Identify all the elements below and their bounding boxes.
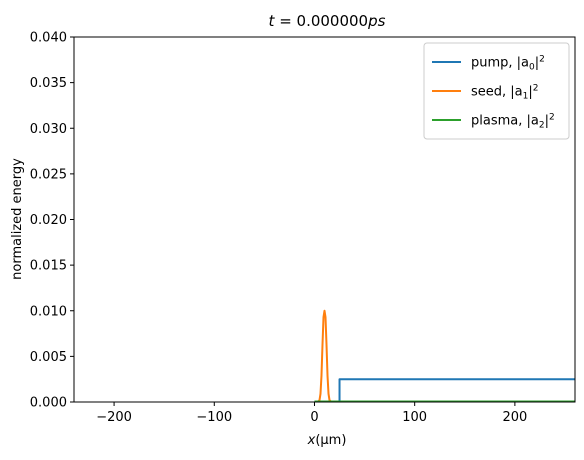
legend-entry-2: plasma, |a2|2 — [471, 113, 555, 131]
y-tick-label: 0.000 — [30, 396, 67, 411]
y-tick-label: 0.030 — [30, 122, 67, 137]
y-axis-label: normalized energy — [10, 158, 25, 280]
y-tick-label: 0.015 — [30, 259, 67, 274]
x-tick-label: 200 — [502, 410, 527, 425]
series-line-1 — [316, 309, 333, 402]
y-tick-label: 0.010 — [30, 304, 67, 319]
legend-box — [423, 42, 570, 140]
y-tick-label: 0.040 — [30, 31, 67, 46]
x-axis-label: x(μm) — [307, 433, 347, 448]
y-tick-label: 0.035 — [30, 76, 67, 91]
x-tick-label: −200 — [96, 410, 132, 425]
legend-entry-0: pump, |a0|2 — [471, 55, 545, 73]
y-tick-label: 0.025 — [30, 167, 67, 182]
axes-layer: −200 −100 0 100 200 0.000 0.005 0.010 0.015 0.020… — [30, 31, 576, 425]
series-line-0 — [314, 378, 575, 402]
legend: pump, |a0|2 seed, |a1|2 plasma, |a2|2 — [423, 42, 570, 140]
y-tick-label: 0.020 — [30, 213, 67, 228]
legend-entry-1: seed, |a1|2 — [471, 84, 539, 102]
chart-title: t = 0.000000ps — [269, 12, 386, 30]
y-tick-label: 0.005 — [30, 350, 67, 365]
x-tick-label: −100 — [196, 410, 232, 425]
x-tick-label: 100 — [402, 410, 427, 425]
x-tick-label: 0 — [310, 410, 318, 425]
